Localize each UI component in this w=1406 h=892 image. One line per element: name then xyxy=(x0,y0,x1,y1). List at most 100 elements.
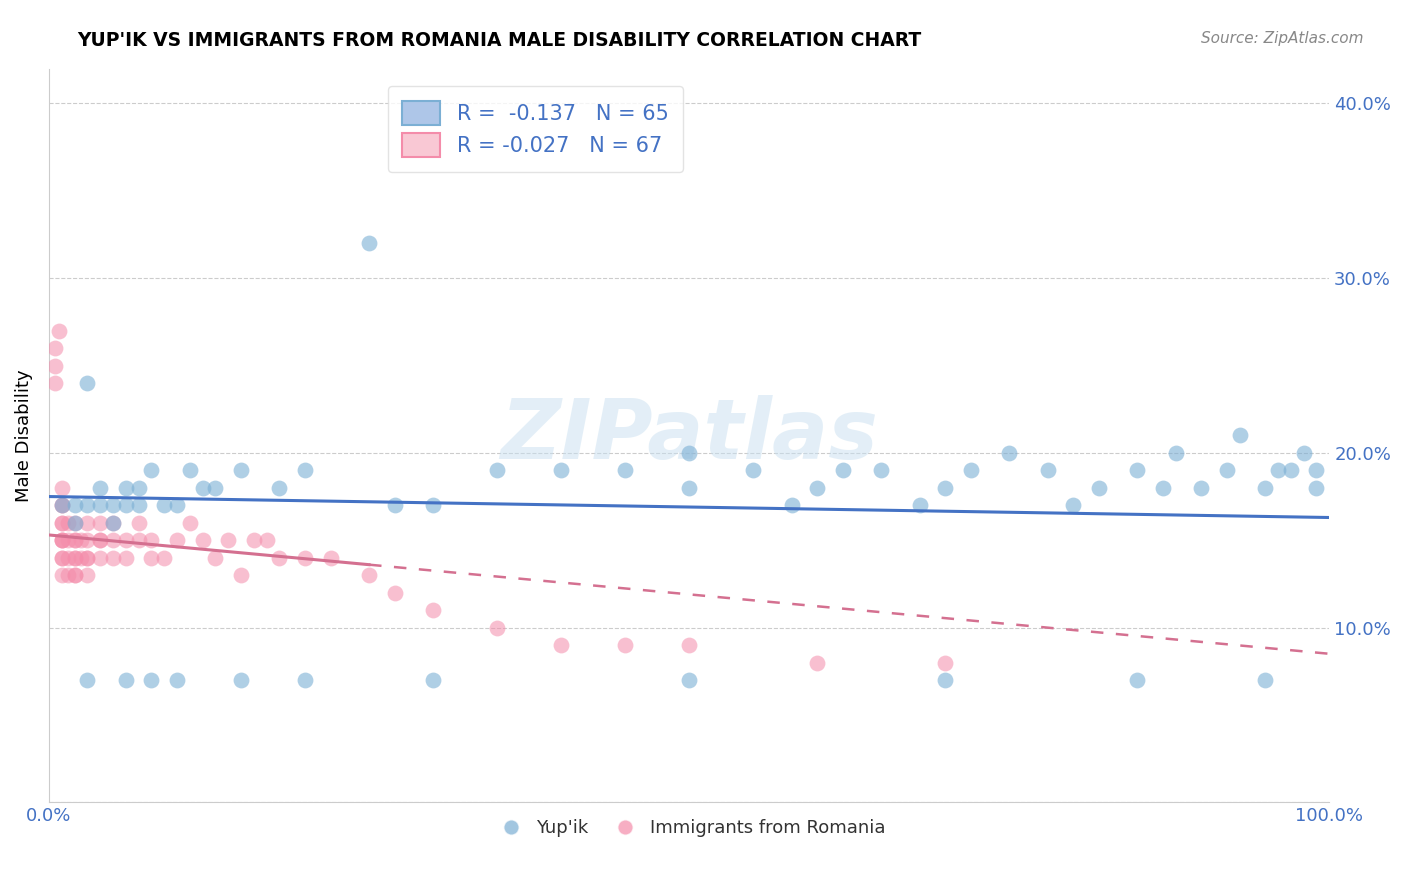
Point xyxy=(1292,446,1315,460)
Point xyxy=(153,498,176,512)
Point xyxy=(153,550,176,565)
Point xyxy=(550,463,572,477)
Point xyxy=(51,533,73,548)
Point xyxy=(128,481,150,495)
Point xyxy=(269,481,291,495)
Point xyxy=(678,638,700,652)
Text: Source: ZipAtlas.com: Source: ZipAtlas.com xyxy=(1201,31,1364,46)
Point xyxy=(76,498,98,512)
Point xyxy=(89,550,111,565)
Point xyxy=(51,498,73,512)
Point xyxy=(486,463,509,477)
Point xyxy=(76,516,98,530)
Y-axis label: Male Disability: Male Disability xyxy=(15,369,32,501)
Point xyxy=(243,533,266,548)
Point xyxy=(114,673,136,687)
Point xyxy=(959,463,981,477)
Point xyxy=(998,446,1021,460)
Point xyxy=(76,376,98,390)
Point xyxy=(114,550,136,565)
Point xyxy=(63,568,86,582)
Point xyxy=(1088,481,1111,495)
Point xyxy=(76,568,98,582)
Point xyxy=(44,341,66,355)
Point xyxy=(128,516,150,530)
Point xyxy=(63,516,86,530)
Point xyxy=(51,568,73,582)
Point xyxy=(51,498,73,512)
Point xyxy=(141,463,163,477)
Point xyxy=(678,446,700,460)
Point xyxy=(217,533,239,548)
Point xyxy=(1164,446,1187,460)
Point xyxy=(806,481,828,495)
Point xyxy=(141,533,163,548)
Point xyxy=(101,498,124,512)
Point xyxy=(76,550,98,565)
Point xyxy=(114,481,136,495)
Point xyxy=(678,673,700,687)
Point xyxy=(114,498,136,512)
Point xyxy=(934,673,956,687)
Point xyxy=(179,463,201,477)
Text: YUP'IK VS IMMIGRANTS FROM ROMANIA MALE DISABILITY CORRELATION CHART: YUP'IK VS IMMIGRANTS FROM ROMANIA MALE D… xyxy=(77,31,921,50)
Point xyxy=(780,498,803,512)
Point xyxy=(89,516,111,530)
Point xyxy=(89,533,111,548)
Point xyxy=(63,516,86,530)
Text: ZIPatlas: ZIPatlas xyxy=(501,395,879,476)
Point xyxy=(204,550,226,565)
Point xyxy=(256,533,278,548)
Point xyxy=(101,550,124,565)
Point xyxy=(128,533,150,548)
Point xyxy=(1305,481,1327,495)
Point xyxy=(89,498,111,512)
Point xyxy=(191,533,214,548)
Point xyxy=(422,673,444,687)
Point xyxy=(422,498,444,512)
Point xyxy=(229,673,252,687)
Point xyxy=(89,533,111,548)
Point xyxy=(70,550,93,565)
Point xyxy=(229,568,252,582)
Point xyxy=(1126,673,1149,687)
Point xyxy=(357,568,380,582)
Point xyxy=(51,550,73,565)
Point xyxy=(384,585,406,599)
Point xyxy=(70,533,93,548)
Point xyxy=(166,673,188,687)
Point xyxy=(141,673,163,687)
Point xyxy=(1036,463,1059,477)
Point xyxy=(51,481,73,495)
Point xyxy=(101,516,124,530)
Point xyxy=(63,533,86,548)
Point xyxy=(179,516,201,530)
Point xyxy=(1279,463,1302,477)
Point xyxy=(294,673,316,687)
Point xyxy=(1062,498,1084,512)
Legend: Yup'ik, Immigrants from Romania: Yup'ik, Immigrants from Romania xyxy=(485,812,893,845)
Point xyxy=(166,533,188,548)
Point xyxy=(48,324,70,338)
Point xyxy=(1229,428,1251,442)
Point xyxy=(51,516,73,530)
Point xyxy=(614,638,637,652)
Point xyxy=(934,481,956,495)
Point xyxy=(870,463,893,477)
Point xyxy=(319,550,342,565)
Point xyxy=(384,498,406,512)
Point xyxy=(51,550,73,565)
Point xyxy=(44,376,66,390)
Point xyxy=(1305,463,1327,477)
Point xyxy=(229,463,252,477)
Point xyxy=(742,463,765,477)
Point xyxy=(678,481,700,495)
Point xyxy=(614,463,637,477)
Point xyxy=(166,498,188,512)
Point xyxy=(204,481,226,495)
Point xyxy=(44,359,66,373)
Point xyxy=(51,533,73,548)
Point xyxy=(269,550,291,565)
Point xyxy=(191,481,214,495)
Point xyxy=(1189,481,1212,495)
